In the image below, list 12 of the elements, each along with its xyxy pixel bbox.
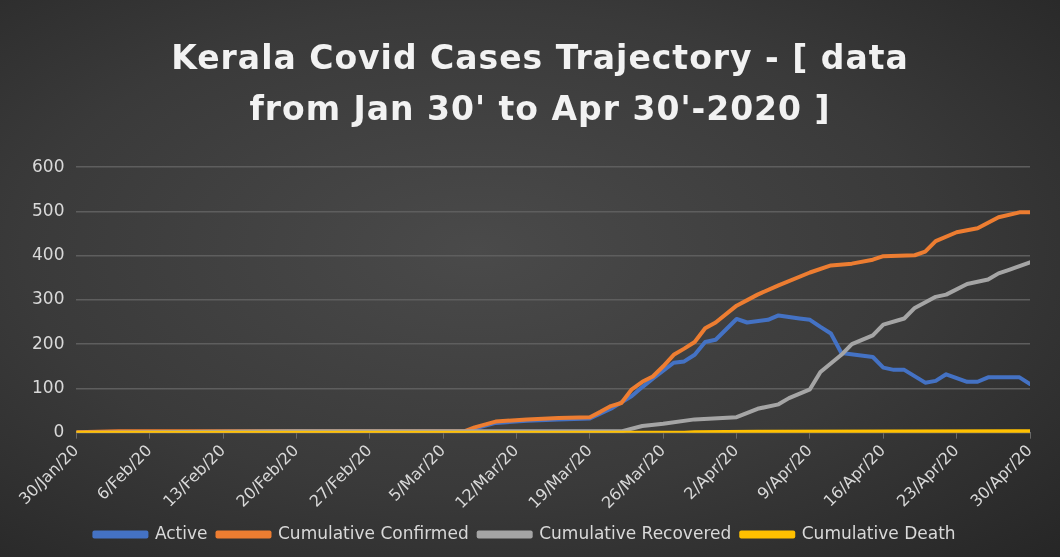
chart-title: Kerala Covid Cases Trajectory - [ data from Jan 30' to Apr 30'-2020 ] [170,37,910,130]
y-tick-label: 600 [31,155,65,176]
legend-label: Active [154,522,208,543]
y-tick-label: 500 [31,199,65,220]
legend-label: Cumulative Recovered [539,522,732,543]
y-tick-label: 100 [31,376,65,397]
y-tick-label: 300 [31,288,65,309]
legend-label: Cumulative Confirmed [277,522,469,543]
y-tick-label: 0 [53,421,65,442]
legend-label: Cumulative Death [801,522,956,543]
y-tick-label: 400 [31,244,65,265]
y-tick-label: 200 [31,332,65,353]
